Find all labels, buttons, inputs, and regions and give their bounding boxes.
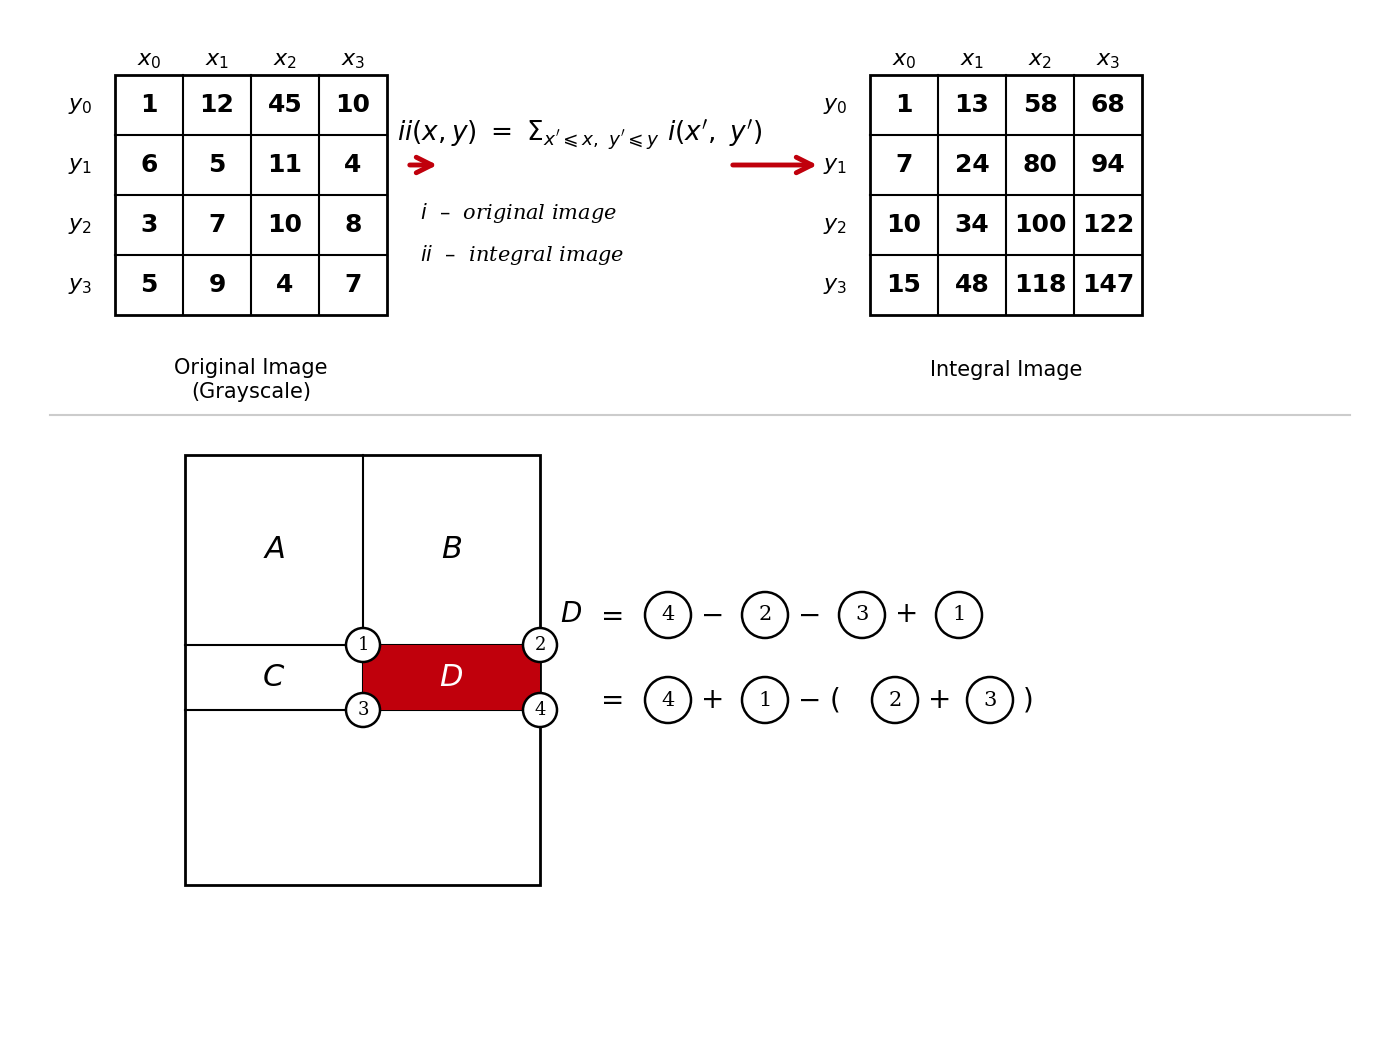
Text: $y_2$: $y_2$ [823,214,847,236]
Text: 2: 2 [889,690,902,710]
Text: $C$: $C$ [262,662,286,693]
Text: 147: 147 [1082,273,1134,297]
Text: 5: 5 [209,152,225,177]
Text: 34: 34 [955,213,990,237]
Text: 1: 1 [895,93,913,116]
Text: $y_3$: $y_3$ [823,274,847,297]
Text: 2: 2 [759,606,771,625]
Text: 12: 12 [200,93,234,116]
Circle shape [524,693,557,726]
Text: $x_1$: $x_1$ [960,49,984,71]
Text: $y_1$: $y_1$ [823,154,847,176]
Text: 3: 3 [983,690,997,710]
Circle shape [839,592,885,638]
Bar [869,75,1142,315]
Text: 1: 1 [952,606,966,625]
Text: 1: 1 [357,636,368,654]
Text: $y_2$: $y_2$ [69,214,92,236]
Text: 4: 4 [661,606,675,625]
Text: 1: 1 [140,93,158,116]
Text: $A$: $A$ [263,535,286,566]
Text: 11: 11 [267,152,302,177]
Text: $+$: $+$ [700,686,722,714]
Circle shape [872,677,918,723]
Text: 6: 6 [140,152,158,177]
Text: $x_3$: $x_3$ [340,49,365,71]
Text: $x_2$: $x_2$ [273,49,297,71]
Circle shape [742,677,788,723]
Circle shape [346,693,379,726]
Text: $D$: $D$ [440,663,463,692]
Text: $x_1$: $x_1$ [204,49,230,71]
Circle shape [524,628,557,662]
Text: $y_3$: $y_3$ [67,274,92,297]
Text: 9: 9 [209,273,225,297]
Text: $D$: $D$ [560,602,582,628]
Text: 94: 94 [1091,152,1126,177]
Text: $+$: $+$ [895,602,917,628]
Text: $)$: $)$ [1022,685,1032,715]
Text: $x_0$: $x_0$ [137,49,161,71]
Text: 13: 13 [955,93,990,116]
Text: 7: 7 [209,213,225,237]
Text: 24: 24 [955,152,990,177]
Text: $=$: $=$ [595,602,623,628]
Text: Integral Image: Integral Image [930,360,1082,380]
Text: 58: 58 [1022,93,1057,116]
Text: $ii$  –  integral image: $ii$ – integral image [420,243,624,267]
Circle shape [645,592,692,638]
Text: $y_1$: $y_1$ [69,154,92,176]
Circle shape [937,592,981,638]
Text: $=$: $=$ [595,686,623,714]
Text: $y_0$: $y_0$ [823,94,847,116]
Bar [185,455,540,885]
Text: 118: 118 [1014,273,1067,297]
Text: Original Image
(Grayscale): Original Image (Grayscale) [174,358,328,401]
Text: $ii(x,y)\ =\ \Sigma_{x^{\prime}\leqslant x,\ y^{\prime}\leqslant y}\ i(x^{\prime: $ii(x,y)\ =\ \Sigma_{x^{\prime}\leqslant… [398,118,763,152]
Text: 4: 4 [276,273,294,297]
Text: $-$ $($: $-$ $($ [797,685,841,715]
Text: $i$  –  original image: $i$ – original image [420,201,617,225]
Text: 3: 3 [140,213,158,237]
Text: 1: 1 [759,690,771,710]
Text: $x_0$: $x_0$ [892,49,916,71]
Text: 7: 7 [896,152,913,177]
Text: 4: 4 [535,701,546,719]
Text: 7: 7 [344,273,361,297]
Text: 10: 10 [336,93,371,116]
Text: 122: 122 [1082,213,1134,237]
Text: $-$: $-$ [700,602,722,628]
Text: 100: 100 [1014,213,1067,237]
Text: 45: 45 [267,93,302,116]
Text: 8: 8 [344,213,361,237]
Text: $B$: $B$ [441,535,462,566]
Circle shape [967,677,1014,723]
Text: 10: 10 [267,213,302,237]
Text: $x_3$: $x_3$ [1096,49,1120,71]
Text: 3: 3 [357,701,368,719]
Text: 2: 2 [535,636,546,654]
Text: 5: 5 [140,273,158,297]
Text: 48: 48 [955,273,990,297]
Text: $y_0$: $y_0$ [67,94,92,116]
Text: 4: 4 [344,152,361,177]
Circle shape [346,628,379,662]
Text: $+$: $+$ [927,686,949,714]
Circle shape [645,677,692,723]
Circle shape [742,592,788,638]
Text: 68: 68 [1091,93,1126,116]
Text: $x_2$: $x_2$ [1028,49,1051,71]
Text: 15: 15 [886,273,921,297]
Text: $-$: $-$ [797,602,819,628]
Text: 3: 3 [855,606,868,625]
Bar [115,75,386,315]
Text: 4: 4 [661,690,675,710]
Text: 10: 10 [886,213,921,237]
Text: 80: 80 [1022,152,1057,177]
Bar [363,645,540,710]
